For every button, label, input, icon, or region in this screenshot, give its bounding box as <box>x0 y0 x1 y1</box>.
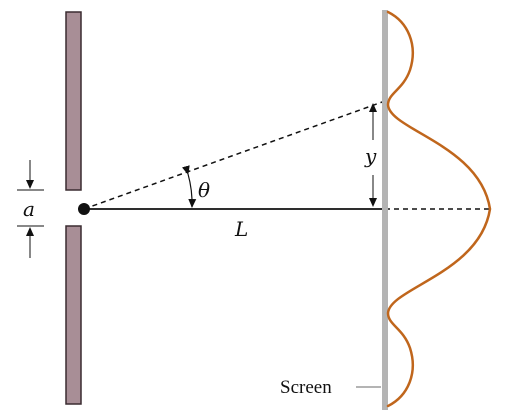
barrier-bottom <box>65 225 82 405</box>
screen-label: Screen <box>280 377 332 398</box>
aperture-dimension <box>17 160 44 258</box>
angle-arc <box>181 165 197 208</box>
displacement-label: y <box>364 144 377 168</box>
diffracted-ray <box>83 100 386 210</box>
barrier-top <box>65 11 82 191</box>
aperture-label: a <box>23 197 35 221</box>
intensity-curve <box>386 10 492 408</box>
angle-label: θ <box>198 178 210 202</box>
distance-label: L <box>234 217 248 241</box>
